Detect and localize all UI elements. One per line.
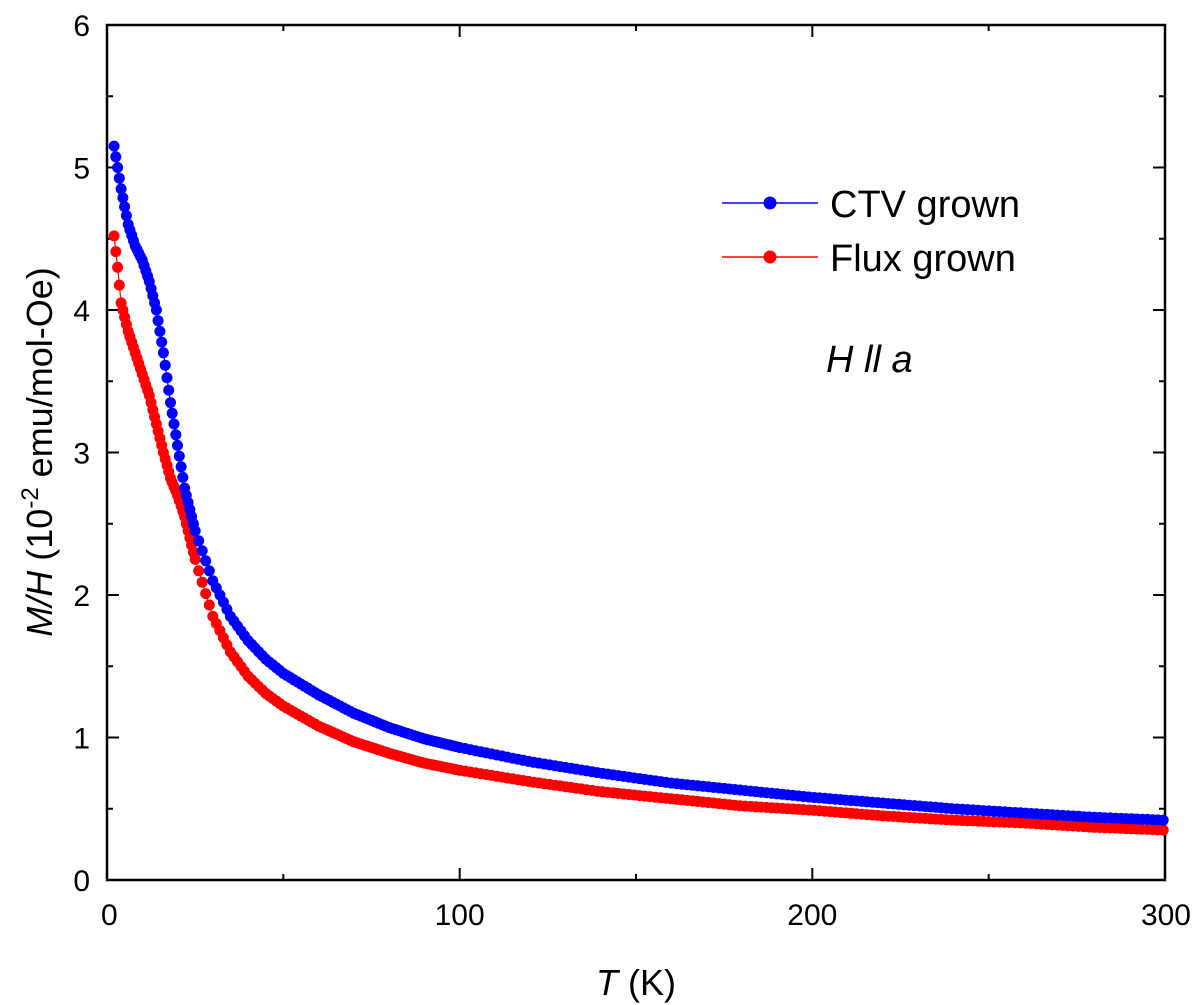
y-tick-label: 5 [73, 153, 90, 186]
data-point [112, 162, 124, 173]
y-tick-labels: 0 1 2 3 4 5 6 [73, 10, 90, 898]
data-point [115, 183, 127, 195]
x-tick-label: 200 [787, 899, 837, 932]
legend: CTV grown Flux grown [722, 184, 1020, 280]
y-axis-title: M/H (10-2 emu/mol-Oe) [17, 267, 60, 636]
data-point [163, 384, 175, 396]
data-point [175, 461, 187, 473]
data-point [113, 172, 125, 184]
series-1 [108, 230, 1169, 836]
data-point [119, 201, 131, 213]
x-tick-label: 300 [1141, 899, 1191, 932]
data-point [152, 315, 164, 327]
data-point [156, 336, 168, 348]
data-point [1157, 814, 1169, 826]
y-tick-label: 6 [73, 10, 90, 43]
data-point [165, 397, 176, 409]
x-tick-label: 100 [435, 899, 485, 932]
data-point [172, 439, 183, 451]
data-point [150, 304, 162, 316]
field-direction-annotation: H ll a [826, 339, 913, 381]
y-tick-label: 4 [73, 295, 90, 328]
series-0 [108, 140, 1169, 826]
data-point [159, 359, 171, 371]
data-point [196, 545, 208, 557]
legend-marker-flux [763, 250, 777, 264]
data-point [200, 588, 212, 600]
data-point [189, 525, 201, 537]
series-layer [108, 140, 1169, 836]
data-point [1157, 824, 1169, 836]
x-tick-label: 0 [101, 899, 118, 932]
y-axis-title-var: M/H [19, 570, 60, 637]
data-point [113, 279, 125, 291]
data-point [110, 246, 122, 258]
data-point [203, 599, 215, 611]
data-point [120, 210, 132, 222]
data-point [196, 576, 208, 588]
x-axis-title: T (K) [596, 962, 676, 1003]
x-axis-title-var: T [596, 962, 621, 1003]
data-point [108, 140, 120, 152]
data-point [161, 372, 173, 384]
data-point [117, 192, 129, 204]
data-point [200, 555, 212, 567]
data-point [173, 450, 185, 462]
y-tick-label: 3 [73, 438, 90, 471]
x-axis-title-unit: (K) [618, 962, 676, 1003]
y-tick-label: 2 [73, 580, 90, 613]
y-tick-label: 1 [73, 723, 90, 756]
legend-label-ctv: CTV grown [830, 184, 1020, 226]
data-point [193, 565, 205, 577]
x-tick-labels: 0 100 200 300 [101, 899, 1191, 932]
data-point [168, 418, 180, 430]
data-point [110, 151, 122, 163]
y-axis-title-base: (10 [19, 509, 60, 571]
legend-label-flux: Flux grown [830, 238, 1016, 280]
data-point [203, 565, 215, 577]
data-point [177, 471, 189, 483]
y-tick-label: 0 [73, 865, 90, 898]
data-point [108, 230, 120, 242]
data-point [189, 553, 201, 565]
data-point [157, 347, 169, 359]
data-point [193, 535, 205, 547]
y-axis-title-sup: -2 [17, 487, 44, 508]
y-axis-title-tail: emu/mol-Oe) [19, 267, 60, 487]
data-point [166, 407, 178, 419]
data-point [170, 429, 182, 441]
data-point [154, 325, 166, 337]
legend-marker-ctv [763, 196, 777, 210]
data-point [112, 261, 124, 273]
